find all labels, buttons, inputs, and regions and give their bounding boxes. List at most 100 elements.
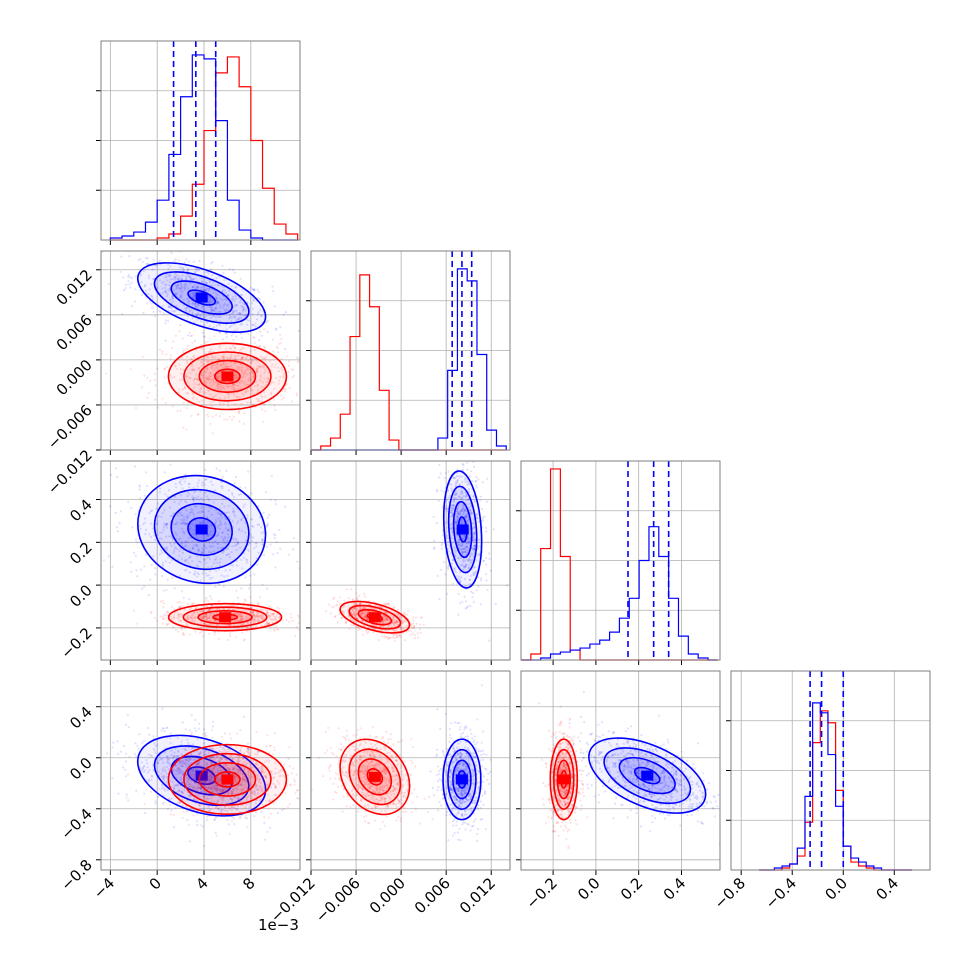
scatter-point xyxy=(170,251,173,254)
scatter-point xyxy=(178,287,181,290)
scatter-point xyxy=(178,606,181,609)
scatter-point xyxy=(209,372,212,375)
scatter-point xyxy=(256,383,259,386)
scatter-point xyxy=(288,387,291,390)
scatter-point xyxy=(233,612,236,615)
scatter-point xyxy=(399,625,402,628)
scatter-point xyxy=(237,768,240,771)
scatter-point xyxy=(171,297,174,300)
scatter-point xyxy=(223,516,226,519)
scatter-point xyxy=(223,365,227,368)
scatter-point xyxy=(444,507,448,510)
scatter-point xyxy=(180,286,183,289)
scatter-point xyxy=(133,752,136,756)
scatter-point xyxy=(269,498,272,501)
scatter-point xyxy=(348,605,351,609)
scatter-point xyxy=(186,381,189,384)
scatter-point xyxy=(258,379,261,382)
scatter-point xyxy=(216,768,219,771)
scatter-point xyxy=(211,356,214,359)
scatter-point xyxy=(467,482,470,485)
scatter-point xyxy=(340,616,343,619)
scatter-point xyxy=(234,515,237,518)
scatter-point xyxy=(147,392,150,395)
scatter-point xyxy=(171,576,174,579)
scatter-point xyxy=(464,478,467,481)
scatter-point xyxy=(469,555,472,559)
scatter-point xyxy=(399,626,402,629)
scatter-point xyxy=(392,633,396,636)
scatter-point xyxy=(186,757,189,760)
scatter-point xyxy=(182,269,185,272)
scatter-point xyxy=(126,714,129,717)
scatter-point xyxy=(187,260,190,263)
scatter-point xyxy=(272,783,275,786)
scatter-point xyxy=(172,523,175,526)
scatter-point xyxy=(255,557,258,560)
scatter-point xyxy=(358,627,361,630)
scatter-point xyxy=(169,357,172,360)
scatter-point xyxy=(139,258,142,261)
scatter-point xyxy=(466,468,469,471)
scatter-point xyxy=(440,547,443,550)
scatter-point xyxy=(216,384,219,387)
scatter-point xyxy=(257,523,261,526)
scatter-point xyxy=(169,298,172,302)
scatter-point xyxy=(276,347,279,350)
scatter-point xyxy=(201,481,204,484)
scatter-point xyxy=(190,508,193,511)
scatter-point xyxy=(217,517,220,520)
scatter-point xyxy=(242,375,246,378)
scatter-point xyxy=(169,274,172,277)
scatter-point xyxy=(197,549,200,553)
scatter-point xyxy=(252,299,255,302)
scatter-point xyxy=(279,342,283,345)
scatter-point xyxy=(231,520,235,523)
scatter-point xyxy=(189,293,192,297)
scatter-point xyxy=(179,511,182,514)
scatter-point xyxy=(225,554,228,557)
scatter-point xyxy=(413,637,417,640)
scatter-point xyxy=(460,563,463,566)
scatter-point xyxy=(201,780,204,784)
scatter-point xyxy=(352,598,355,602)
scatter-point xyxy=(281,389,284,393)
scatter-point xyxy=(221,502,224,505)
scatter-point xyxy=(162,280,165,283)
scatter-point xyxy=(124,768,127,771)
scatter-point xyxy=(202,790,205,793)
scatter-point xyxy=(111,777,114,780)
histogram-series_a xyxy=(109,54,298,241)
scatter-point xyxy=(248,379,251,382)
scatter-point xyxy=(173,542,176,545)
scatter-point xyxy=(384,629,388,632)
scatter-point xyxy=(356,596,359,600)
scatter-point xyxy=(205,381,208,384)
scatter-point xyxy=(201,358,204,361)
scatter-point xyxy=(192,497,195,501)
scatter-point xyxy=(275,541,278,544)
scatter-point xyxy=(481,519,485,522)
scatter-point xyxy=(212,378,215,381)
scatter-point xyxy=(187,302,190,305)
panel-2-0: −0.20.00.20.4 xyxy=(57,460,301,665)
scatter-point xyxy=(221,796,225,800)
scatter-point xyxy=(162,786,165,789)
scatter-point xyxy=(251,296,254,299)
scatter-point xyxy=(189,334,192,338)
scatter-point xyxy=(213,550,216,553)
scatter-point xyxy=(185,622,188,625)
scatter-point xyxy=(135,569,138,572)
scatter-point xyxy=(163,367,166,370)
scatter-point xyxy=(177,617,180,620)
scatter-point xyxy=(127,274,130,277)
scatter-point xyxy=(472,495,475,498)
scatter-point xyxy=(199,561,202,564)
scatter-point xyxy=(241,371,244,374)
scatter-point xyxy=(461,508,464,511)
scatter-point xyxy=(223,309,226,312)
scatter-point xyxy=(236,366,239,369)
scatter-point xyxy=(372,631,375,634)
scatter-point xyxy=(393,605,396,609)
scatter-point xyxy=(219,365,222,368)
